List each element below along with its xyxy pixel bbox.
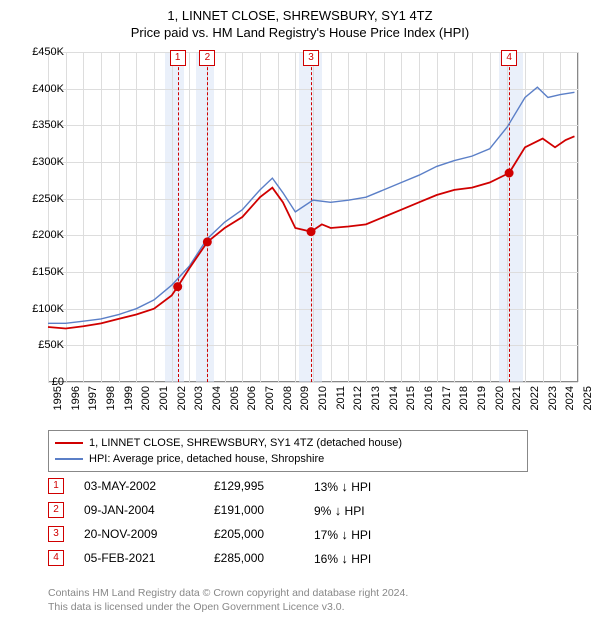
x-tick-label: 2020 xyxy=(494,386,506,410)
sales-row-price: £205,000 xyxy=(214,527,294,541)
chart-title: 1, LINNET CLOSE, SHREWSBURY, SY1 4TZ xyxy=(0,0,600,23)
y-tick-label: £250K xyxy=(20,193,64,205)
y-tick-label: £200K xyxy=(20,229,64,241)
x-tick-label: 2014 xyxy=(388,386,400,410)
sales-row: 3 20-NOV-2009 £205,000 17% ↓ HPI xyxy=(48,526,414,542)
x-tick-label: 2022 xyxy=(529,386,541,410)
y-tick-label: £300K xyxy=(20,156,64,168)
chart-legend: 1, LINNET CLOSE, SHREWSBURY, SY1 4TZ (de… xyxy=(48,430,528,472)
sale-marker-dot xyxy=(505,169,514,178)
sales-row: 1 03-MAY-2002 £129,995 13% ↓ HPI xyxy=(48,478,414,494)
marker-box: 3 xyxy=(303,50,319,66)
sale-marker-dot xyxy=(203,237,212,246)
legend-swatch xyxy=(55,442,83,444)
sales-row-marker: 3 xyxy=(48,526,64,542)
sales-row-marker: 1 xyxy=(48,478,64,494)
legend-swatch xyxy=(55,458,83,460)
sales-row-date: 20-NOV-2009 xyxy=(84,527,194,541)
sale-marker-dot xyxy=(307,227,316,236)
chart-subtitle: Price paid vs. HM Land Registry's House … xyxy=(0,23,600,44)
marker-box: 1 xyxy=(170,50,186,66)
y-tick-label: £450K xyxy=(20,46,64,58)
sale-marker-dot xyxy=(173,282,182,291)
footer-line-1: Contains HM Land Registry data © Crown c… xyxy=(48,586,408,600)
sales-row-date: 05-FEB-2021 xyxy=(84,551,194,565)
sales-row-price: £191,000 xyxy=(214,503,294,517)
x-tick-label: 2011 xyxy=(335,386,347,410)
grid-h-line xyxy=(48,382,578,383)
x-tick-label: 2000 xyxy=(140,386,152,410)
x-tick-label: 2007 xyxy=(264,386,276,410)
x-tick-label: 2005 xyxy=(229,386,241,410)
sales-row: 2 09-JAN-2004 £191,000 9% ↓ HPI xyxy=(48,502,414,518)
x-tick-label: 2018 xyxy=(458,386,470,410)
marker-box: 4 xyxy=(501,50,517,66)
y-tick-label: £350K xyxy=(20,119,64,131)
x-tick-label: 2024 xyxy=(564,386,576,410)
sales-row-price: £285,000 xyxy=(214,551,294,565)
footer-line-2: This data is licensed under the Open Gov… xyxy=(48,600,408,614)
x-tick-label: 1998 xyxy=(105,386,117,410)
x-tick-label: 2008 xyxy=(282,386,294,410)
x-tick-label: 2004 xyxy=(211,386,223,410)
x-tick-label: 2003 xyxy=(193,386,205,410)
x-tick-label: 2019 xyxy=(476,386,488,410)
x-tick-label: 2006 xyxy=(246,386,258,410)
sales-row-pct: 9% ↓ HPI xyxy=(314,503,414,518)
y-tick-label: £100K xyxy=(20,303,64,315)
series-line-hpi xyxy=(48,87,574,323)
chart-lines-svg xyxy=(48,52,578,382)
x-tick-label: 2010 xyxy=(317,386,329,410)
y-tick-label: £50K xyxy=(20,339,64,351)
x-tick-label: 1997 xyxy=(87,386,99,410)
sales-row-marker: 4 xyxy=(48,550,64,566)
x-tick-label: 2001 xyxy=(158,386,170,410)
sales-table: 1 03-MAY-2002 £129,995 13% ↓ HPI 2 09-JAN-200… xyxy=(48,478,414,574)
x-tick-label: 2021 xyxy=(511,386,523,410)
sales-row-pct: 13% ↓ HPI xyxy=(314,479,414,494)
x-tick-label: 2009 xyxy=(299,386,311,410)
sales-row-marker: 2 xyxy=(48,502,64,518)
legend-row: 1, LINNET CLOSE, SHREWSBURY, SY1 4TZ (de… xyxy=(55,435,521,451)
x-tick-label: 2015 xyxy=(405,386,417,410)
legend-label: HPI: Average price, detached house, Shro… xyxy=(89,451,324,467)
legend-label: 1, LINNET CLOSE, SHREWSBURY, SY1 4TZ (de… xyxy=(89,435,402,451)
x-tick-label: 2002 xyxy=(176,386,188,410)
legend-row: HPI: Average price, detached house, Shro… xyxy=(55,451,521,467)
sales-row-date: 09-JAN-2004 xyxy=(84,503,194,517)
x-tick-label: 1995 xyxy=(52,386,64,410)
sales-row-pct: 16% ↓ HPI xyxy=(314,551,414,566)
x-tick-label: 2013 xyxy=(370,386,382,410)
x-tick-label: 2025 xyxy=(582,386,594,410)
x-tick-label: 1999 xyxy=(123,386,135,410)
grid-v-line xyxy=(578,52,579,382)
sales-row-date: 03-MAY-2002 xyxy=(84,479,194,493)
x-tick-label: 1996 xyxy=(70,386,82,410)
chart-footer: Contains HM Land Registry data © Crown c… xyxy=(48,586,408,614)
y-tick-label: £150K xyxy=(20,266,64,278)
x-tick-label: 2017 xyxy=(441,386,453,410)
y-tick-label: £400K xyxy=(20,83,64,95)
sales-row-price: £129,995 xyxy=(214,479,294,493)
marker-box: 2 xyxy=(199,50,215,66)
x-tick-label: 2023 xyxy=(547,386,559,410)
chart-container: 1, LINNET CLOSE, SHREWSBURY, SY1 4TZ Pri… xyxy=(0,0,600,620)
chart-area: 12 3 4 xyxy=(48,52,578,382)
x-tick-label: 2012 xyxy=(352,386,364,410)
sales-row: 4 05-FEB-2021 £285,000 16% ↓ HPI xyxy=(48,550,414,566)
x-tick-label: 2016 xyxy=(423,386,435,410)
sales-row-pct: 17% ↓ HPI xyxy=(314,527,414,542)
